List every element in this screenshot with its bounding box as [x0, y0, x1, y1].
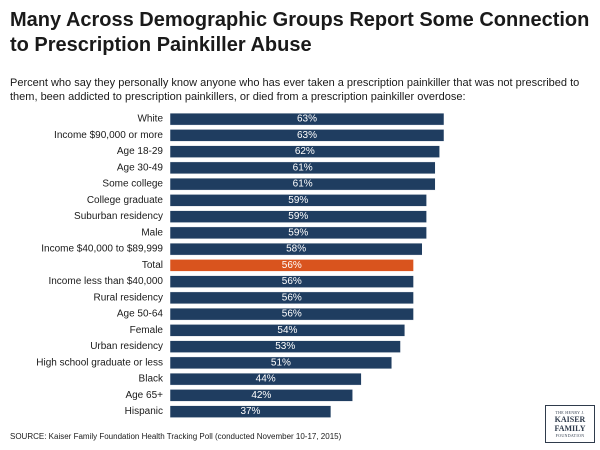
category-label: College graduate [87, 195, 164, 206]
value-label: 56% [282, 260, 302, 271]
category-label: High school graduate or less [36, 357, 163, 368]
value-label: 61% [293, 179, 313, 190]
value-label: 56% [282, 276, 302, 287]
value-label: 59% [288, 195, 308, 206]
chart-title: Many Across Demographic Groups Report So… [10, 9, 590, 56]
category-label: Age 18-29 [117, 146, 164, 157]
value-label: 61% [293, 162, 313, 173]
logo-line-1: THE HENRY J. [555, 409, 585, 415]
bar [169, 405, 332, 418]
logo-line-3: FOUNDATION [555, 432, 585, 438]
category-label: Age 30-49 [117, 162, 164, 173]
category-label: Total [142, 260, 163, 271]
bar [169, 340, 401, 353]
bar [169, 307, 414, 321]
bar [169, 275, 414, 288]
category-label: Suburban residency [74, 211, 163, 222]
logo-line-2a: KAISER [554, 414, 586, 424]
bar [169, 177, 436, 191]
value-label: 56% [282, 309, 302, 320]
category-label: Income $90,000 or more [54, 130, 163, 141]
logo-line-2b: FAMILY [554, 423, 586, 433]
value-label: 37% [240, 406, 260, 417]
bar [169, 291, 414, 305]
source-note: SOURCE: Kaiser Family Foundation Health … [10, 432, 342, 441]
category-label: Age 65+ [125, 390, 163, 401]
value-label: 42% [251, 390, 271, 401]
value-label: 59% [288, 211, 308, 222]
value-label: 62% [295, 146, 315, 157]
value-label: 59% [288, 227, 308, 238]
value-label: 63% [297, 130, 317, 141]
bar [169, 112, 445, 126]
value-label: 51% [271, 357, 291, 368]
bar [169, 324, 406, 337]
value-label: 58% [286, 244, 306, 255]
category-label: Rural residency [94, 292, 163, 303]
category-label: Urban residency [90, 341, 163, 352]
value-label: 63% [297, 114, 317, 125]
bar [169, 161, 436, 175]
bar [169, 145, 440, 158]
category-label: Income $40,000 to $89,999 [41, 244, 163, 255]
category-label: White [137, 114, 163, 125]
kff-logo: THE HENRY J. KAISER FAMILY FOUNDATION [545, 405, 595, 443]
bar [169, 372, 362, 386]
category-label: Hispanic [125, 406, 163, 417]
bar [169, 129, 445, 142]
category-label: Some college [102, 179, 163, 190]
bar [169, 210, 427, 223]
bar [169, 194, 427, 207]
category-label: Black [139, 374, 164, 385]
chart-subtitle: Percent who say they personally know any… [10, 77, 580, 103]
bar [169, 389, 353, 402]
bar [169, 226, 427, 240]
bar-highlight [169, 259, 414, 272]
value-label: 44% [256, 374, 276, 385]
category-label: Female [130, 325, 164, 336]
category-label: Income less than $40,000 [48, 276, 163, 287]
value-label: 53% [275, 341, 295, 352]
bar [169, 356, 393, 370]
bar [169, 242, 423, 256]
category-label: Male [141, 227, 163, 238]
category-label: Age 50-64 [117, 309, 164, 320]
value-label: 54% [277, 325, 297, 336]
value-label: 56% [282, 292, 302, 303]
